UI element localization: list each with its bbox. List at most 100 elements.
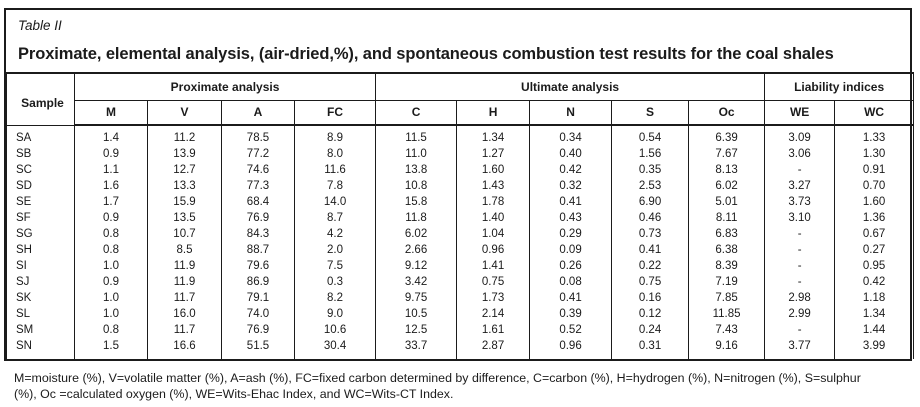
value-cell: 11.7 xyxy=(147,290,222,306)
value-cell: 3.09 xyxy=(764,125,836,146)
value-cell: 0.8 xyxy=(74,242,148,258)
value-cell: 0.70 xyxy=(834,178,915,194)
value-cell: 0.8 xyxy=(74,322,148,338)
value-cell: 7.5 xyxy=(293,258,377,274)
value-cell: 10.5 xyxy=(375,306,458,322)
value-cell: 33.7 xyxy=(375,338,458,359)
value-cell: - xyxy=(764,226,836,242)
sample-cell: SC xyxy=(6,162,75,178)
value-cell: 88.7 xyxy=(221,242,295,258)
value-cell: 1.0 xyxy=(74,290,148,306)
value-cell: 84.3 xyxy=(221,226,295,242)
value-cell: - xyxy=(764,322,836,338)
value-cell: 0.08 xyxy=(529,274,613,290)
column-header-s: S xyxy=(611,99,690,126)
value-cell: 9.16 xyxy=(688,338,766,359)
table-row: SF 0.9 13.5 76.9 8.7 11.8 1.40 0.43 0.46 8.11 3.10… xyxy=(6,210,915,226)
value-cell: 2.0 xyxy=(293,242,377,258)
value-cell: 77.2 xyxy=(221,146,295,162)
value-cell: 76.9 xyxy=(221,322,295,338)
sample-cell: SI xyxy=(6,258,75,274)
value-cell: 16.6 xyxy=(147,338,222,359)
value-cell: 1.34 xyxy=(456,125,531,146)
column-header-sample: Sample xyxy=(6,72,75,126)
group-header-proximate: Proximate analysis xyxy=(73,72,377,101)
sample-cell: SE xyxy=(6,194,75,210)
value-cell: 0.46 xyxy=(611,210,690,226)
value-cell: 1.04 xyxy=(456,226,531,242)
sample-cell: SG xyxy=(6,226,75,242)
value-cell: 0.41 xyxy=(611,242,690,258)
value-cell: 0.31 xyxy=(611,338,690,359)
value-cell: 11.7 xyxy=(147,322,222,338)
value-cell: 0.75 xyxy=(611,274,690,290)
value-cell: 0.42 xyxy=(834,274,915,290)
value-cell: 86.9 xyxy=(221,274,295,290)
value-cell: 13.3 xyxy=(147,178,222,194)
value-cell: 1.44 xyxy=(834,322,915,338)
value-cell: 1.27 xyxy=(456,146,531,162)
value-cell: 0.8 xyxy=(74,226,148,242)
table-label: Table II xyxy=(18,18,62,33)
column-header-a: A xyxy=(221,99,295,126)
table-row: SM 0.8 11.7 76.9 10.6 12.5 1.61 0.52 0.24 7.43-1.… xyxy=(6,322,915,338)
value-cell: 10.6 xyxy=(293,322,377,338)
value-cell: 0.42 xyxy=(529,162,613,178)
value-cell: 6.90 xyxy=(611,194,690,210)
value-cell: 0.39 xyxy=(529,306,613,322)
table-title: Proximate, elemental analysis, (air-drie… xyxy=(18,45,834,63)
table-row: SD 1.6 13.3 77.3 7.8 10.8 1.43 0.32 2.53 6.02 3.27… xyxy=(6,178,915,194)
value-cell: 12.7 xyxy=(147,162,222,178)
value-cell: 0.52 xyxy=(529,322,613,338)
value-cell: 4.2 xyxy=(293,226,377,242)
value-cell: 1.5 xyxy=(74,338,148,359)
group-header-row: Sample Proximate analysis Ultimate analy… xyxy=(6,72,915,126)
value-cell: 13.9 xyxy=(147,146,222,162)
value-cell: 16.0 xyxy=(147,306,222,322)
value-cell: 11.6 xyxy=(293,162,377,178)
value-cell: 3.27 xyxy=(764,178,836,194)
value-cell: 7.43 xyxy=(688,322,766,338)
value-cell: 6.02 xyxy=(688,178,766,194)
value-cell: 0.9 xyxy=(74,146,148,162)
value-cell: 15.9 xyxy=(147,194,222,210)
column-header-c: C xyxy=(375,99,458,126)
value-cell: 1.34 xyxy=(834,306,915,322)
table-head: Sample Proximate analysis Ultimate analy… xyxy=(6,72,915,126)
value-cell: 1.61 xyxy=(456,322,531,338)
value-cell: 78.5 xyxy=(221,125,295,146)
sample-cell: SN xyxy=(6,338,75,359)
column-header-we: WE xyxy=(764,99,836,126)
value-cell: 11.0 xyxy=(375,146,458,162)
value-cell: 51.5 xyxy=(221,338,295,359)
value-cell: 2.99 xyxy=(764,306,836,322)
value-cell: 7.19 xyxy=(688,274,766,290)
column-header-oc: Oc xyxy=(688,99,766,126)
sample-cell: SL xyxy=(6,306,75,322)
value-cell: 0.91 xyxy=(834,162,915,178)
footnote: M=moisture (%), V=volatile matter (%), A… xyxy=(14,371,906,402)
value-cell: 76.9 xyxy=(221,210,295,226)
value-cell: 1.43 xyxy=(456,178,531,194)
value-cell: 1.0 xyxy=(74,258,148,274)
value-cell: 1.73 xyxy=(456,290,531,306)
column-header-wc: WC xyxy=(834,99,915,126)
value-cell: 1.18 xyxy=(834,290,915,306)
value-cell: 11.5 xyxy=(375,125,458,146)
table-row: SC 1.1 12.7 74.6 11.6 13.8 1.60 0.42 0.35 8.13-0.… xyxy=(6,162,915,178)
value-cell: 3.06 xyxy=(764,146,836,162)
value-cell: 7.85 xyxy=(688,290,766,306)
value-cell: 77.3 xyxy=(221,178,295,194)
value-cell: 0.73 xyxy=(611,226,690,242)
value-cell: 10.8 xyxy=(375,178,458,194)
column-header-v: V xyxy=(147,99,222,126)
table-row: SB 0.9 13.9 77.2 8.0 11.0 1.27 0.40 1.56 7.67 3.06… xyxy=(6,146,915,162)
value-cell: 0.22 xyxy=(611,258,690,274)
value-cell: 11.9 xyxy=(147,258,222,274)
value-cell: 68.4 xyxy=(221,194,295,210)
value-cell: 0.75 xyxy=(456,274,531,290)
group-header-ultimate: Ultimate analysis xyxy=(375,72,766,101)
value-cell: 2.53 xyxy=(611,178,690,194)
value-cell: 0.29 xyxy=(529,226,613,242)
value-cell: 5.01 xyxy=(688,194,766,210)
